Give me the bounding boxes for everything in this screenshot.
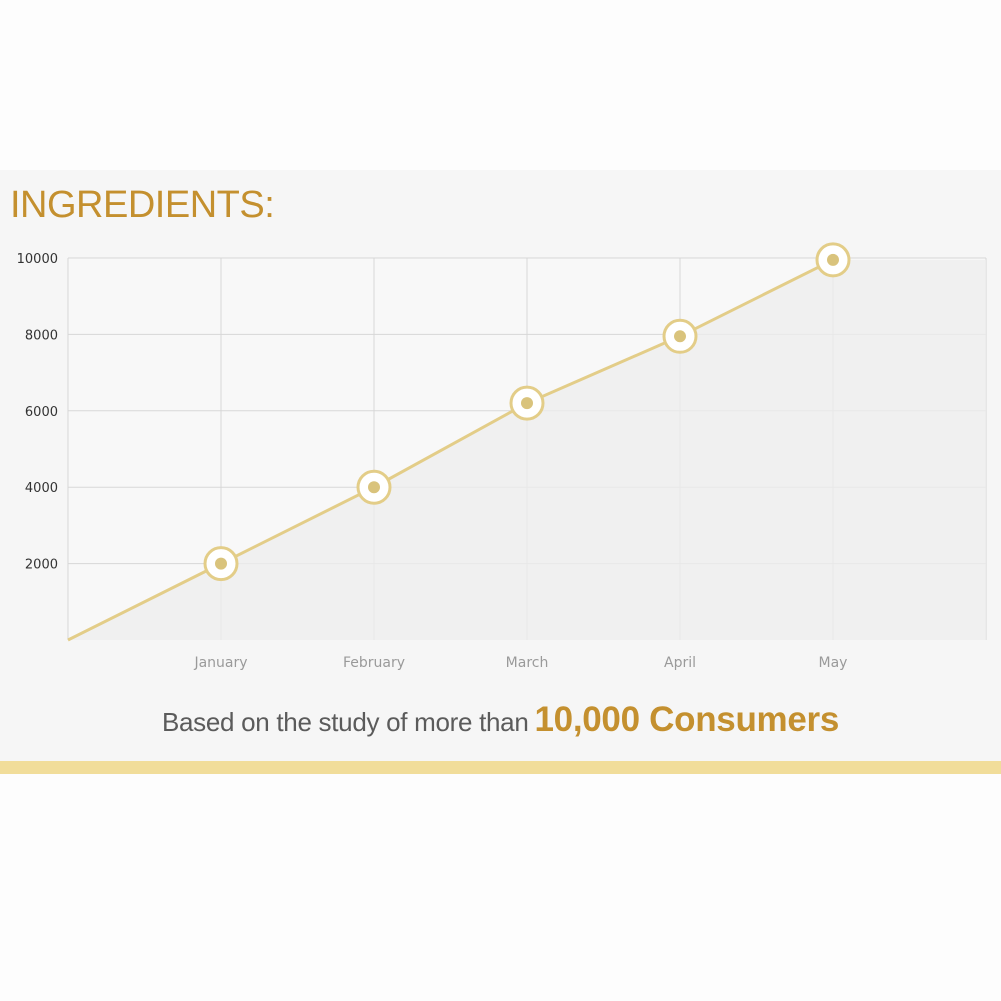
study-caption: Based on the study of more than 10,000 Co… (0, 700, 1001, 740)
data-point-march (509, 385, 545, 421)
series-area (68, 259, 986, 640)
data-point-may (815, 242, 851, 278)
chart-title: INGREDIENTS: (10, 184, 275, 226)
x-tick-label: May (819, 655, 848, 671)
caption-lead: Based on the study of more than (161, 707, 529, 737)
x-tick-label: April (664, 655, 696, 671)
y-tick-label: 8000 (25, 328, 58, 343)
data-point-dot (521, 397, 533, 410)
data-point-january (203, 546, 239, 582)
series-line (67, 258, 834, 642)
y-tick-label: 10000 (17, 252, 58, 267)
data-point-dot (827, 253, 839, 266)
y-tick-label: 6000 (25, 405, 58, 420)
caption-emphasis: 10,000 Consumers (534, 700, 840, 739)
y-tick-label: 4000 (25, 481, 58, 496)
data-point-dot (674, 330, 686, 343)
x-tick-label: March (506, 655, 549, 671)
data-point-april (662, 318, 698, 354)
data-point-february (356, 469, 392, 505)
data-point-dot (215, 557, 227, 570)
y-tick-label: 2000 (25, 558, 58, 573)
bottom-accent-bar (0, 761, 1001, 774)
data-point-dot (368, 481, 380, 494)
x-tick-label: January (193, 655, 247, 671)
x-tick-label: February (343, 655, 405, 671)
